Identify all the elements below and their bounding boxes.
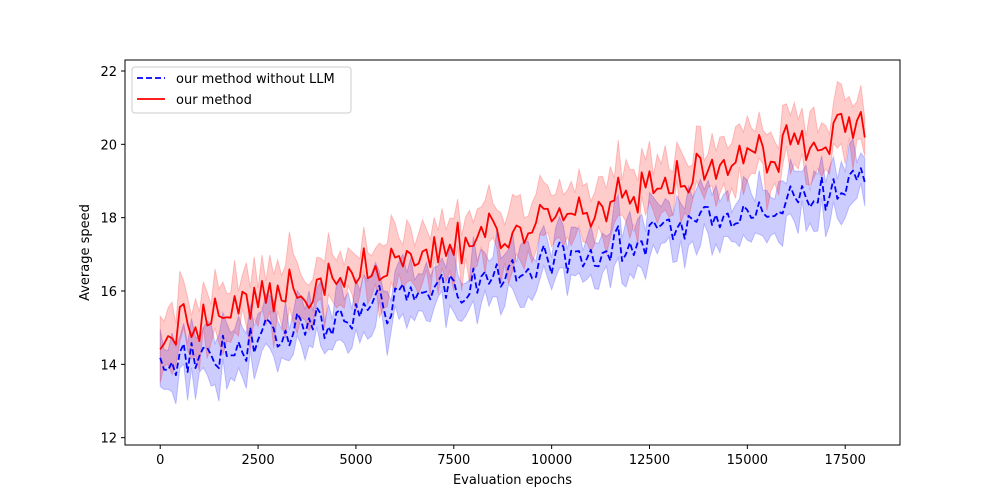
legend-frame xyxy=(131,66,352,114)
x-tick-label: 5000 xyxy=(339,453,372,468)
legend: our method without LLM our method xyxy=(131,66,352,114)
x-tick-label: 0 xyxy=(156,453,164,468)
series-lines xyxy=(159,111,866,377)
legend-label-without-llm: our method without LLM xyxy=(176,72,335,87)
legend-label-our-method: our method xyxy=(176,93,252,108)
x-tick-label: 15000 xyxy=(727,453,768,468)
confidence-band-0 xyxy=(159,137,866,405)
x-axis-label: Evaluation epochs xyxy=(453,473,572,488)
x-tick-label: 2500 xyxy=(242,453,275,468)
x-axis: 0 2500 5000 7500 10000 12500 15000 17500 xyxy=(156,445,866,468)
y-tick-label: 22 xyxy=(100,65,117,80)
x-tick-label: 7500 xyxy=(437,453,470,468)
y-tick-label: 20 xyxy=(100,138,117,153)
x-tick-label: 10000 xyxy=(531,453,572,468)
series-line-1 xyxy=(159,111,866,350)
y-tick-label: 12 xyxy=(100,432,117,447)
x-tick-label: 12500 xyxy=(629,453,670,468)
series-line-0 xyxy=(159,167,866,377)
x-tick-label: 17500 xyxy=(825,453,866,468)
y-tick-label: 16 xyxy=(100,285,117,300)
y-axis-label: Average speed xyxy=(78,204,93,301)
y-axis: 12 14 16 18 20 22 xyxy=(100,65,125,447)
y-tick-label: 18 xyxy=(100,212,117,227)
plot-area-frame xyxy=(124,59,901,446)
y-tick-label: 14 xyxy=(100,358,117,373)
